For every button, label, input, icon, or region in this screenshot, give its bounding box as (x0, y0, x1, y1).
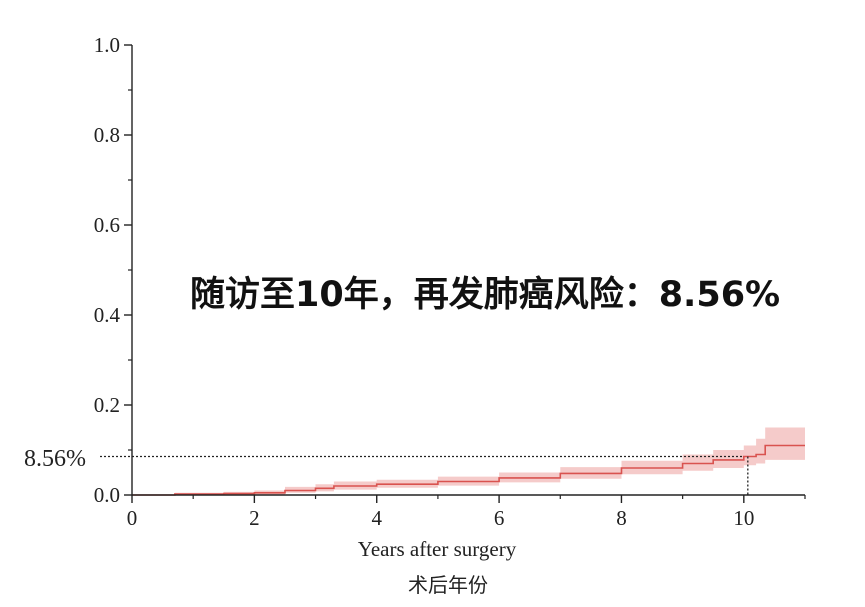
axes-layer (124, 44, 806, 503)
cumulative-risk-line-0 (132, 444, 805, 496)
y-tick-label: 0.6 (94, 213, 120, 237)
y-tick-label: 0.2 (94, 393, 120, 417)
chart-headline: 随访至10年，再发肺癌风险：8.56% (190, 275, 780, 315)
x-tick-label: 0 (127, 506, 138, 530)
x-axis-subtitle: 术后年份 (408, 573, 488, 597)
x-axis-title: Years after surgery (358, 537, 517, 561)
y-tick-label: 1.0 (94, 33, 120, 57)
x-tick-label: 6 (494, 506, 505, 530)
x-tick-label: 8 (616, 506, 627, 530)
y-tick-label: 0.0 (94, 483, 120, 507)
x-tick-label: 10 (733, 506, 754, 530)
x-tick-label: 4 (371, 506, 382, 530)
confidence-band-layer (132, 427, 805, 495)
tick-labels-layer: 0.0 0.2 0.4 0.6 0.8 1.0 0 2 4 6 8 10 (94, 33, 755, 530)
y-tick-label: 0.8 (94, 123, 120, 147)
reference-label: 8.56% (24, 446, 86, 472)
cumulative-risk-line-layer (132, 444, 805, 496)
reference-lines-layer (100, 455, 749, 495)
x-tick-label: 2 (249, 506, 260, 530)
confidence-band-0 (132, 427, 805, 495)
y-tick-label: 0.4 (94, 303, 121, 327)
